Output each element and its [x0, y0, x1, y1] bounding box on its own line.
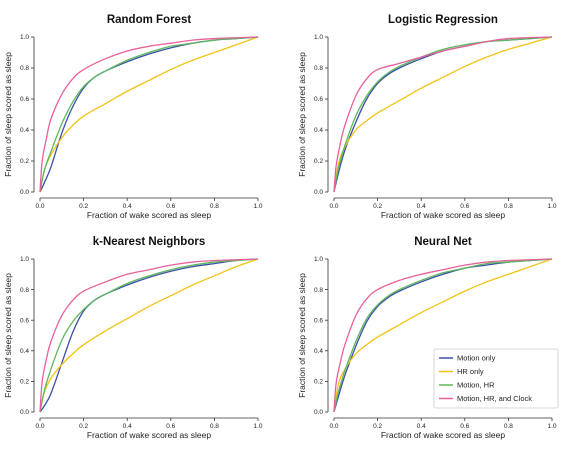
x-tick-label: 0.8 — [210, 203, 219, 210]
x-tick-label: 0.4 — [417, 423, 426, 430]
x-tick-label: 0.2 — [373, 203, 382, 210]
series-line-hr-only — [333, 36, 553, 193]
chart-title: Neural Net — [414, 236, 472, 248]
y-tick-label: 0.8 — [314, 65, 323, 72]
legend-label: HR only — [457, 367, 484, 376]
chart-title: Random Forest — [107, 14, 192, 26]
x-tick-label: 1.0 — [547, 423, 556, 430]
chart-panel-1: Random Forest 0.0 0.2 0.4 0.6 0.8 1.0 0.0 0.2 0.4… — [3, 14, 263, 220]
series-line-motion-only — [333, 36, 553, 193]
x-tick-label: 0.6 — [460, 423, 469, 430]
y-axis-label: Fraction of sleep scored as sleep — [3, 273, 13, 398]
y-tick-label: 0.2 — [20, 379, 29, 386]
series-line-motion-hr — [333, 36, 553, 193]
x-tick-label: 1.0 — [253, 423, 262, 430]
chart-title: Logistic Regression — [388, 14, 498, 26]
series-line-motion-hr-and-clock — [39, 258, 259, 413]
x-tick-label: 0.8 — [210, 423, 219, 430]
chart-panel-3: k-Nearest Neighbors 0.0 0.2 0.4 0.6 0.8 1.0 0.0… — [3, 236, 263, 440]
y-tick-label: 0.4 — [20, 127, 29, 134]
y-tick-label: 0.0 — [314, 409, 323, 416]
y-tick-label: 0.6 — [20, 96, 29, 103]
y-tick-label: 1.0 — [314, 256, 323, 263]
series-line-motion-hr-and-clock — [39, 36, 259, 193]
y-tick-label: 0.4 — [20, 348, 29, 355]
y-tick-label: 0.2 — [314, 379, 323, 386]
x-tick-label: 0.8 — [504, 423, 513, 430]
y-tick-label: 0.0 — [20, 189, 29, 196]
series-line-motion-hr — [39, 36, 259, 193]
chart-panel-2: Logistic Regression 0.0 0.2 0.4 0.6 0.8 1.0 0.0… — [297, 14, 557, 220]
x-tick-label: 0.0 — [35, 423, 44, 430]
legend-label: Motion only — [457, 354, 496, 363]
y-axis-label: Fraction of sleep scored as sleep — [3, 52, 13, 177]
series-line-hr-only — [39, 258, 259, 413]
x-tick-label: 0.6 — [460, 203, 469, 210]
legend-label: Motion, HR, and Clock — [457, 394, 532, 403]
y-tick-label: 0.0 — [314, 189, 323, 196]
x-tick-label: 0.8 — [504, 203, 513, 210]
x-tick-label: 1.0 — [547, 203, 556, 210]
series-line-motion-only — [39, 36, 259, 193]
y-tick-label: 0.2 — [314, 158, 323, 165]
x-tick-label: 0.2 — [79, 423, 88, 430]
legend-label: Motion, HR — [457, 381, 495, 390]
y-tick-label: 0.8 — [20, 287, 29, 294]
y-axis-label: Fraction of sleep scored as sleep — [297, 52, 307, 177]
x-axis-label: Fraction of wake scored as sleep — [87, 430, 212, 440]
legend-box — [433, 348, 559, 409]
y-tick-label: 0.6 — [20, 317, 29, 324]
x-tick-label: 0.6 — [166, 423, 175, 430]
y-tick-label: 0.6 — [314, 96, 323, 103]
y-tick-label: 1.0 — [20, 256, 29, 263]
chart-title: k-Nearest Neighbors — [93, 236, 205, 248]
y-tick-label: 0.2 — [20, 158, 29, 165]
y-tick-label: 0.6 — [314, 317, 323, 324]
x-tick-label: 0.0 — [35, 203, 44, 210]
chart-panel-4: Neural Net 0.0 0.2 0.4 0.6 0.8 1.0 0.0 0.2 0.4 0.6… — [297, 236, 559, 440]
x-axis-label: Fraction of wake scored as sleep — [87, 210, 212, 220]
y-tick-label: 0.0 — [20, 409, 29, 416]
legend: Motion only HR only Motion, HR Motion, HR, … — [433, 348, 559, 409]
x-tick-label: 0.2 — [373, 423, 382, 430]
y-tick-label: 1.0 — [20, 34, 29, 41]
x-tick-label: 0.2 — [79, 203, 88, 210]
x-tick-label: 0.4 — [417, 203, 426, 210]
x-tick-label: 0.6 — [166, 203, 175, 210]
series-line-motion-hr — [39, 258, 259, 413]
y-axis-label: Fraction of sleep scored as sleep — [297, 273, 307, 398]
series-line-motion-hr — [333, 258, 553, 413]
series-line-motion-hr-and-clock — [333, 258, 553, 413]
x-tick-label: 0.0 — [329, 203, 338, 210]
y-tick-label: 0.8 — [314, 287, 323, 294]
x-tick-label: 1.0 — [253, 203, 262, 210]
x-tick-label: 0.4 — [123, 423, 132, 430]
series-line-motion-only — [39, 258, 259, 413]
y-tick-label: 1.0 — [314, 34, 323, 41]
y-tick-label: 0.4 — [314, 127, 323, 134]
series-line-hr-only — [39, 36, 259, 193]
x-axis-label: Fraction of wake scored as sleep — [381, 210, 506, 220]
series-line-motion-hr-and-clock — [333, 36, 553, 193]
x-tick-label: 0.0 — [329, 423, 338, 430]
x-axis-label: Fraction of wake scored as sleep — [381, 430, 506, 440]
x-tick-label: 0.4 — [123, 203, 132, 210]
y-tick-label: 0.4 — [314, 348, 323, 355]
y-tick-label: 0.8 — [20, 65, 29, 72]
